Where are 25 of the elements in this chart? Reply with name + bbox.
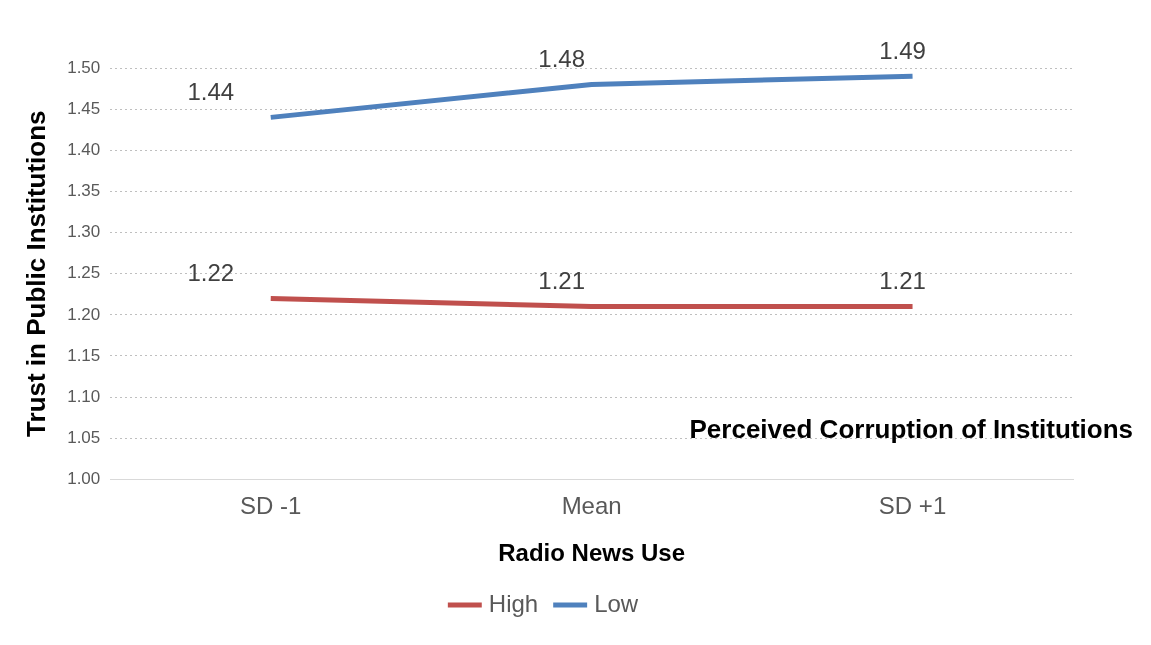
y-tick-label: 1.30 — [67, 222, 101, 242]
data-label: 1.48 — [538, 45, 585, 73]
data-label: 1.21 — [538, 267, 585, 295]
x-tick-label: Mean — [561, 492, 622, 520]
data-label: 1.44 — [187, 77, 235, 105]
x-tick-label: SD +1 — [878, 492, 947, 520]
y-tick-label: 1.45 — [67, 98, 101, 118]
y-tick-label: 1.00 — [67, 469, 101, 489]
legend-label: High — [488, 589, 539, 617]
data-label: 1.22 — [187, 259, 235, 287]
annotation: Perceived Corruption of Institutions — [689, 413, 1133, 444]
y-axis-title: Trust in Public Institutions — [20, 110, 51, 437]
y-tick-label: 1.15 — [67, 345, 101, 365]
x-axis-title: Radio News Use — [498, 539, 686, 567]
y-tick-label: 1.50 — [67, 57, 101, 77]
y-tick-label: 1.40 — [67, 139, 101, 159]
y-tick-label: 1.05 — [67, 427, 101, 447]
legend-label: Low — [594, 589, 639, 617]
y-tick-label: 1.35 — [67, 181, 101, 201]
y-tick-label: 1.25 — [67, 263, 101, 283]
y-tick-label: 1.10 — [67, 386, 101, 406]
data-label: 1.21 — [879, 267, 926, 295]
y-tick-label: 1.20 — [67, 304, 101, 324]
data-label: 1.49 — [879, 36, 926, 64]
x-tick-label: SD -1 — [240, 492, 302, 520]
